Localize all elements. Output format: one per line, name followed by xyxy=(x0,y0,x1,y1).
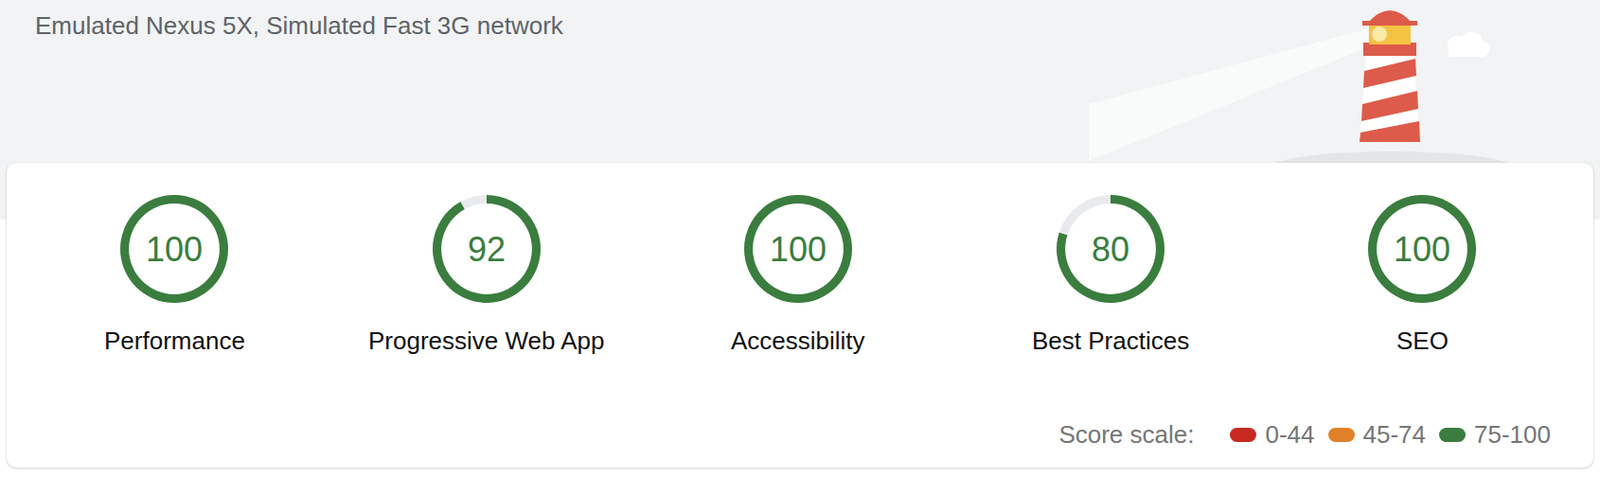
html-text:Emulated Nexus 5X, Simulated F: Emulated Nexus 5X, Simulated Fast 3G net… xyxy=(35,11,564,40)
svg-text:100: 100 xyxy=(1393,230,1451,269)
svg-text:SEO: SEO xyxy=(1396,326,1449,356)
html-text:75-100: 75-100 xyxy=(1474,420,1551,449)
svg-text:80: 80 xyxy=(1091,230,1130,269)
html-text:45-74: 45-74 xyxy=(1362,420,1426,449)
html-text:Score scale:: Score scale: xyxy=(1058,420,1195,449)
svg-text:100: 100 xyxy=(769,230,827,269)
svg-text:92: 92 xyxy=(467,230,506,269)
svg-text:Best Practices: Best Practices xyxy=(1031,326,1190,356)
svg-text:Progressive Web App: Progressive Web App xyxy=(368,326,605,356)
svg-text:100: 100 xyxy=(145,230,203,269)
svg-text:Accessibility: Accessibility xyxy=(730,326,866,356)
html-text:0-44: 0-44 xyxy=(1265,420,1315,449)
svg-text:Performance: Performance xyxy=(104,326,246,356)
